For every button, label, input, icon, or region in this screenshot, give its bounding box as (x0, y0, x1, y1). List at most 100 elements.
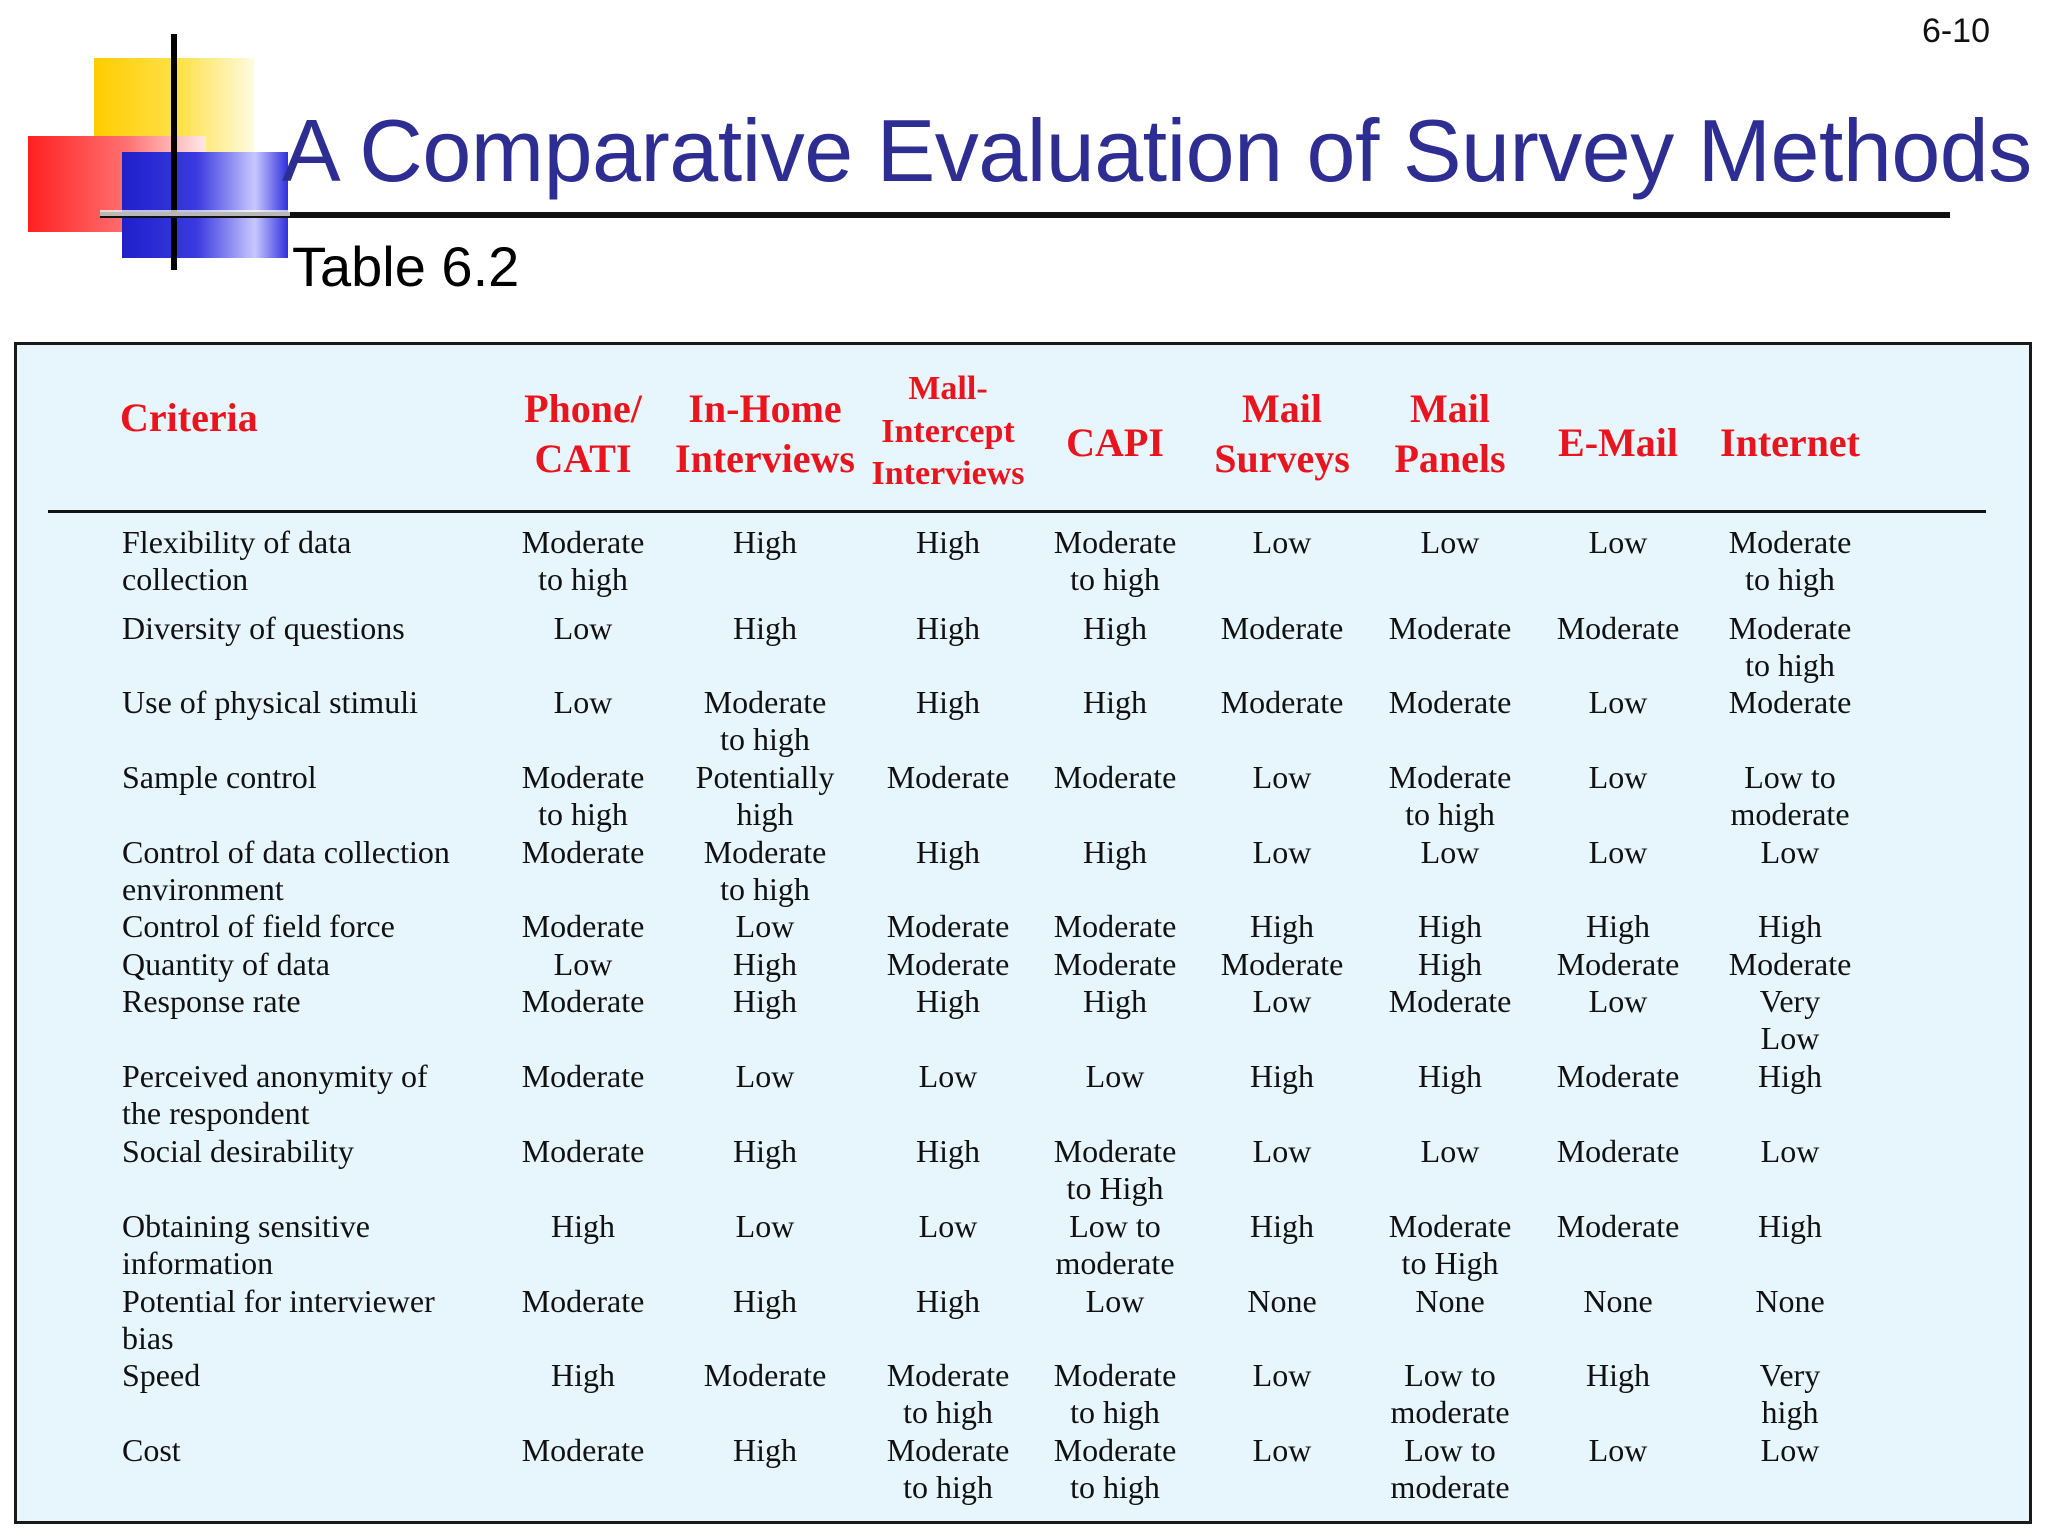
table-cell: Moderate (1053, 946, 1177, 982)
table-cell: High (733, 1133, 797, 1169)
table-cell: Low (735, 1208, 795, 1244)
table-cell: High (1083, 610, 1147, 646)
page-number: 6-10 (1921, 12, 1990, 50)
table-cell: Low (553, 946, 613, 982)
table-cell: Low (918, 1058, 978, 1094)
table-cell: Low (1588, 759, 1648, 795)
table-cell: High (1758, 1208, 1822, 1244)
table-cell: High (916, 524, 980, 560)
table-cell: High (733, 524, 797, 560)
table-cell: High (733, 1432, 797, 1468)
column-header: Phone/ CATI (524, 386, 642, 481)
title-underline-highlight (100, 210, 290, 216)
table-cell: None (1583, 1283, 1653, 1319)
table-cell: High (916, 610, 980, 646)
table-cell: Low (1588, 983, 1648, 1019)
table-cell: Moderate (521, 1283, 645, 1319)
table-cell: Moderate (521, 834, 645, 870)
criterion-label: Control of field force (122, 908, 395, 944)
table-cell: High (1083, 983, 1147, 1019)
table-cell: Low (1252, 1432, 1312, 1468)
table-cell: Very Low (1759, 983, 1821, 1056)
table-cell: Low (1588, 684, 1648, 720)
table-cell: Moderate (1556, 1058, 1680, 1094)
column-header: Mail Surveys (1214, 386, 1350, 481)
criterion-label: Quantity of data (122, 946, 330, 982)
table-cell: High (916, 1283, 980, 1319)
table-cell: Moderate (1388, 684, 1512, 720)
column-header: CAPI (1066, 420, 1164, 465)
table-cell: Moderate (1388, 610, 1512, 646)
table-cell: High (1758, 908, 1822, 944)
table-cell: Low (1252, 983, 1312, 1019)
table-cell: High (551, 1357, 615, 1393)
table-cell: High (916, 834, 980, 870)
table-cell: Moderate (1388, 983, 1512, 1019)
table-cell: Moderate (521, 1133, 645, 1169)
table-cell: Low (1252, 524, 1312, 560)
criterion-label: Sample control (122, 759, 317, 795)
table-cell: Very high (1759, 1357, 1821, 1430)
criterion-label: Social desirability (122, 1133, 354, 1169)
table-cell: Moderate (1053, 908, 1177, 944)
table-cell: Moderate (521, 1432, 645, 1468)
table-cell: High (551, 1208, 615, 1244)
table-cell: Moderate to high (521, 759, 645, 832)
table-cell: High (916, 1133, 980, 1169)
table-cell: Low to moderate (1390, 1432, 1510, 1505)
criterion-label: Control of data collection environment (122, 834, 450, 907)
table-cell: Moderate to high (1053, 1432, 1177, 1505)
table-cell: Moderate to high (521, 524, 645, 597)
title-underline (100, 212, 1950, 218)
table-cell: Low to moderate (1055, 1208, 1175, 1281)
table-cell: Moderate to high (886, 1357, 1010, 1430)
table-cell: High (1586, 1357, 1650, 1393)
table-cell: Moderate to high (1728, 610, 1852, 683)
table-cell: Moderate to high (1388, 759, 1512, 832)
table-cell: Moderate to high (1728, 524, 1852, 597)
blue-square (122, 152, 288, 258)
table-cell: Potentially high (695, 759, 835, 832)
table-cell: High (1586, 908, 1650, 944)
table-cell: Moderate (886, 908, 1010, 944)
table-cell: High (1758, 1058, 1822, 1094)
table-cell: Moderate (1556, 610, 1680, 646)
criterion-label: Potential for interviewer bias (122, 1283, 435, 1356)
table-cell: Moderate (703, 1357, 827, 1393)
column-header: Internet (1720, 420, 1860, 465)
table-cell: High (916, 684, 980, 720)
table-cell: High (1418, 946, 1482, 982)
table-cell: Moderate to high (886, 1432, 1010, 1505)
table-cell: Moderate to High (1388, 1208, 1512, 1281)
table-cell: Moderate to high (1053, 524, 1177, 597)
table-cell: Moderate (1728, 684, 1852, 720)
table-cell: Low (1588, 524, 1648, 560)
table-cell: High (733, 946, 797, 982)
table-cell: Moderate (1220, 610, 1344, 646)
table-cell: Moderate (1728, 946, 1852, 982)
table-cell: High (733, 1283, 797, 1319)
column-header: Mail Panels (1394, 386, 1506, 481)
table-cell: Low (1760, 1133, 1820, 1169)
table-cell: Moderate to high (703, 684, 827, 757)
table-cell: Low (1588, 1432, 1648, 1468)
table-cell: Low (1420, 834, 1480, 870)
table-cell: Low (553, 610, 613, 646)
table-cell: Moderate (521, 1058, 645, 1094)
table-cell: High (733, 610, 797, 646)
table-cell: Low to moderate (1730, 759, 1850, 832)
table-cell: Moderate (521, 908, 645, 944)
table-cell: Moderate to high (1053, 1357, 1177, 1430)
table-cell: Low (1760, 1432, 1820, 1468)
criteria-header: Criteria (120, 395, 258, 440)
table-cell: Moderate (521, 983, 645, 1019)
table-cell: None (1755, 1283, 1825, 1319)
slide-subtitle: Table 6.2 (292, 235, 520, 298)
table-cell: Moderate (1220, 946, 1344, 982)
criterion-label: Obtaining sensitive information (122, 1208, 370, 1281)
table-cell: Low (1085, 1058, 1145, 1094)
criterion-label: Cost (122, 1432, 181, 1468)
column-header: Mall- Intercept Interviews (871, 370, 1025, 492)
table-cell: None (1247, 1283, 1317, 1319)
slide-title: A Comparative Evaluation of Survey Metho… (282, 101, 2032, 200)
